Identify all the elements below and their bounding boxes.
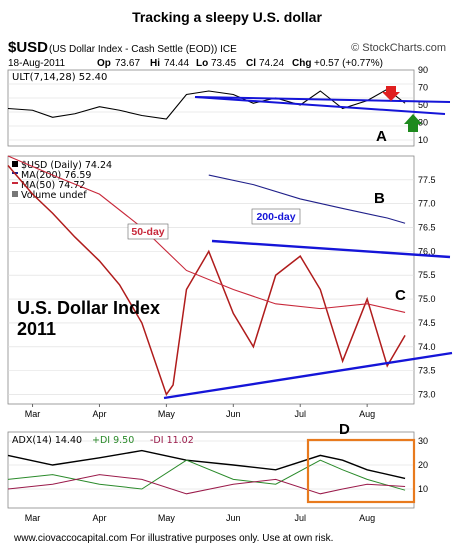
price-xtick: Mar [25,409,41,419]
adx-xtick: May [158,513,176,523]
ult-trendline-upper [194,96,451,103]
annotation-a: A [376,128,387,145]
price-xtick: Jul [294,409,306,419]
ult-legend: ULT(7,14,28) 52.40 [12,72,107,83]
legend-ma200: MA(200) 76.59 [21,170,91,181]
up-arrow-icon [404,114,422,132]
price-xtick: Aug [359,409,375,419]
price-xtick: Apr [92,409,106,419]
ma50-line [7,155,406,313]
legend-plus-di: +DI 9.50 [92,435,134,446]
stockcharts-brand: © StockCharts.com [351,42,446,54]
annotation-b: B [374,190,385,207]
lo-label: Lo [196,58,208,69]
ult-ytick: 10 [418,135,428,145]
hi-value: 74.44 [164,58,189,69]
price-xtick: May [158,409,176,419]
big-label-year: 2011 [17,319,56,339]
ult-line [7,88,406,120]
volume-swatch [12,191,18,197]
price-trendline-lower [163,351,453,400]
minus-di-line [7,474,406,495]
highlight-box-d [306,438,416,504]
price-ytick: 73.0 [418,389,436,399]
op-label: Op [97,58,111,69]
label-50-day-box [127,223,169,240]
adx-ytick: 20 [418,460,428,470]
lo-value: 73.45 [211,58,236,69]
price-legend: $USD (Daily) 74.24 MA(200) 76.59 MA(50) … [12,160,112,201]
cl-label: Cl [246,58,256,69]
price-xtick: Jun [226,409,241,419]
price-gridlines [8,179,414,395]
page-title: Tracking a sleepy U.S. dollar [132,9,322,25]
legend-minus-di: -DI 11.02 [150,435,194,446]
price-ytick: 77.5 [418,175,436,185]
usd-swatch [12,161,18,167]
symbol: $USD [8,39,48,56]
legend-ma50: MA(50) 74.72 [21,180,85,191]
ult-panel [7,69,415,147]
symbol-name: (US Dollar Index - Cash Settle (EOD)) IC… [49,44,237,55]
quote-date: 18-Aug-2011 [8,58,66,69]
down-arrow-icon [382,86,400,101]
annotation-d: D [339,421,350,438]
plus-di-line [7,459,406,491]
ult-ytick: 70 [418,83,428,93]
label-50-day: 50-day [131,226,164,238]
adx-xtick: Aug [359,513,375,523]
adx-line [7,449,406,480]
label-200-day: 200-day [256,211,295,223]
ult-ytick: 50 [418,100,428,110]
price-ytick: 75.0 [418,294,436,304]
adx-xtick: Mar [25,513,41,523]
adx-legend: ADX(14) 14.40 +DI 9.50 -DI 11.02 [12,435,194,446]
price-trendline-upper [211,239,451,259]
price-ytick: 73.5 [418,366,436,376]
ma50-swatch [12,182,18,184]
price-panel [7,155,415,405]
annotation-c: C [395,287,406,304]
price-ytick: 76.0 [418,246,436,256]
footer: www.ciovaccocapital.com For illustrative… [13,533,333,544]
hi-label: Hi [150,58,160,69]
adx-xtick: Apr [92,513,106,523]
usd-price-line [7,165,406,397]
adx-ytick: 10 [418,484,428,494]
price-ytick: 74.0 [418,342,436,352]
legend-adx: ADX(14) 14.40 [12,435,82,446]
ult-ytick: 30 [418,118,428,128]
price-ytick: 75.5 [418,270,436,280]
ult-ytick: 90 [418,65,428,75]
price-ytick: 76.5 [418,223,436,233]
adx-xtick: Jun [226,513,241,523]
adx-xtick: Jul [294,513,306,523]
ult-gridlines [8,83,414,141]
chg-label: Chg [292,58,311,69]
op-value: 73.67 [115,58,140,69]
ult-trendline-lower [194,96,446,115]
cl-value: 74.24 [259,58,284,69]
legend-volume: Volume undef [21,190,87,201]
price-ytick: 74.5 [418,318,436,328]
legend-usd: $USD (Daily) 74.24 [21,160,112,171]
adx-ytick: 30 [418,436,428,446]
big-label-title: U.S. Dollar Index [17,298,160,318]
price-ytick: 77.0 [418,199,436,209]
ma200-line [208,174,406,224]
chg-value: +0.57 (+0.77%) [314,58,383,69]
label-200-day-box [251,208,301,225]
